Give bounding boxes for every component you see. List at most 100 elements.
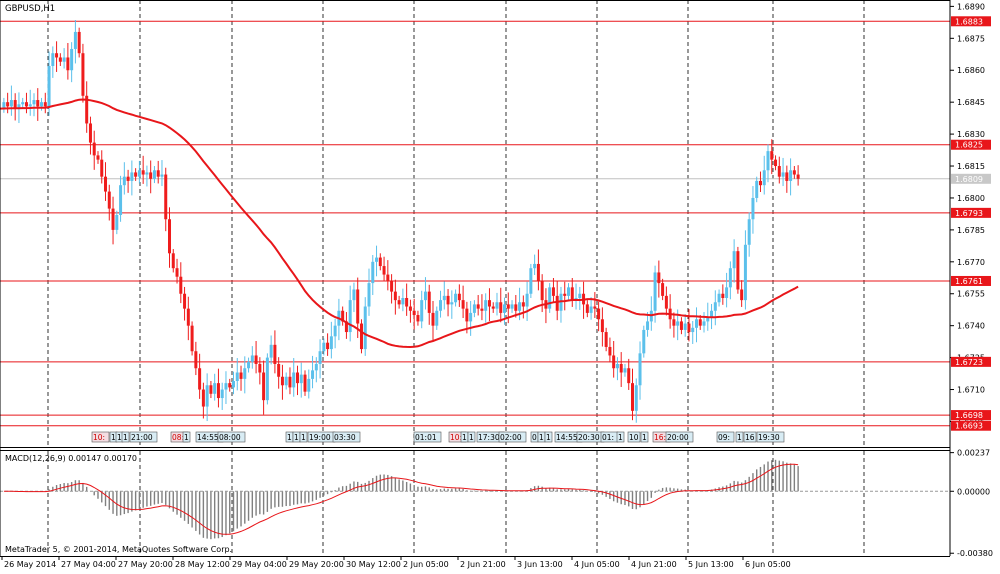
candle: [70, 42, 74, 83]
candle: [510, 300, 514, 313]
candle-body: [6, 102, 10, 107]
time-label: 28 May 12:00: [175, 560, 230, 569]
candle: [755, 176, 759, 203]
candle-body: [789, 170, 793, 181]
candle: [533, 254, 537, 276]
candle: [668, 294, 672, 329]
candle: [461, 285, 465, 319]
candle-body: [62, 57, 66, 62]
time-axis[interactable]: 26 May 2014 27 May 04:00 27 May 20:00 28 Ma…: [1, 556, 791, 569]
candle: [228, 378, 232, 392]
candle-body: [736, 251, 740, 290]
time-label: 29 May 04:00: [232, 560, 287, 569]
candle-body: [36, 100, 40, 107]
candle: [21, 97, 25, 109]
candle-body: [661, 283, 665, 296]
time-tag-label: 1: [184, 433, 189, 442]
candle-body: [175, 268, 179, 277]
candle-body: [228, 383, 232, 388]
candle-body: [344, 321, 348, 333]
candle-body: [567, 287, 571, 296]
macd-title: MACD(12,26,9) 0.00147 0.00170: [5, 454, 137, 463]
candle: [216, 368, 220, 408]
candle: [2, 97, 6, 113]
candle-body: [634, 385, 638, 411]
candle-body: [390, 280, 394, 292]
candle-body: [359, 323, 363, 350]
candle: [612, 340, 616, 378]
candles[interactable]: [2, 20, 800, 423]
time-label: 2 Jun 05:00: [403, 560, 449, 569]
candle-body: [115, 214, 119, 230]
candle: [299, 362, 303, 398]
candle: [77, 27, 81, 58]
candle-body: [224, 383, 228, 390]
candle-body: [442, 295, 446, 301]
candle-body: [333, 325, 337, 337]
candle: [179, 262, 183, 304]
time-tag-label: 1: [546, 433, 551, 442]
price-label: 1.6825: [955, 141, 983, 150]
candle: [713, 290, 717, 326]
candle: [277, 357, 281, 389]
time-label: 3 Jun 13:00: [517, 560, 563, 569]
candle: [604, 327, 608, 352]
candle: [284, 372, 288, 390]
time-tag-box: [665, 431, 694, 443]
candle-body: [747, 219, 751, 245]
candle: [653, 265, 657, 323]
candle-body: [258, 363, 262, 373]
candle-body: [205, 385, 209, 407]
time-grid: [47, 0, 865, 556]
candle: [503, 297, 507, 325]
candle: [156, 160, 160, 184]
candle: [269, 335, 273, 365]
candle-body: [589, 306, 593, 313]
candle: [231, 371, 235, 395]
candle: [548, 283, 552, 313]
time-tag-box: [743, 431, 757, 443]
price-tick-label: 1.6770: [957, 258, 985, 267]
candle: [420, 290, 424, 329]
candle-body: [194, 351, 198, 369]
candle: [141, 155, 145, 184]
candle-body: [24, 102, 28, 107]
candle: [476, 295, 480, 316]
price-tick-label: 1.6875: [957, 34, 985, 43]
time-tag-label: 14:55: [197, 433, 219, 442]
price-axis[interactable]: 1.6890 1.6875 1.6860 1.6845 1.6830 1.6815 1.68…: [950, 2, 991, 431]
candle: [390, 274, 394, 304]
candle: [88, 116, 92, 155]
candle: [657, 260, 661, 298]
candle: [563, 281, 567, 311]
candle: [747, 212, 751, 257]
candle: [378, 253, 382, 271]
time-tag: 1: [537, 431, 546, 443]
candle-body: [476, 304, 480, 309]
candle: [766, 144, 770, 183]
candle-body: [277, 363, 281, 377]
candle-body: [751, 197, 755, 220]
time-tag: 1: [299, 431, 308, 443]
candle: [412, 298, 416, 330]
candle-body: [623, 368, 627, 373]
candle: [371, 255, 375, 296]
time-tag-label: 10:: [450, 433, 462, 442]
candle-body: [469, 312, 473, 322]
candle-body: [533, 263, 537, 269]
candle: [122, 162, 126, 195]
candle: [107, 184, 111, 221]
candle: [687, 309, 691, 342]
candle: [386, 260, 390, 291]
candle: [646, 312, 650, 337]
candle: [262, 360, 266, 415]
candle-body: [495, 302, 499, 309]
candle: [119, 175, 123, 222]
time-tag-label: 10: [629, 433, 639, 442]
candle: [725, 272, 729, 308]
candle: [446, 289, 450, 317]
candle-body: [17, 104, 21, 109]
time-tag-label: 01:01: [415, 433, 437, 442]
candle-body: [672, 319, 676, 326]
